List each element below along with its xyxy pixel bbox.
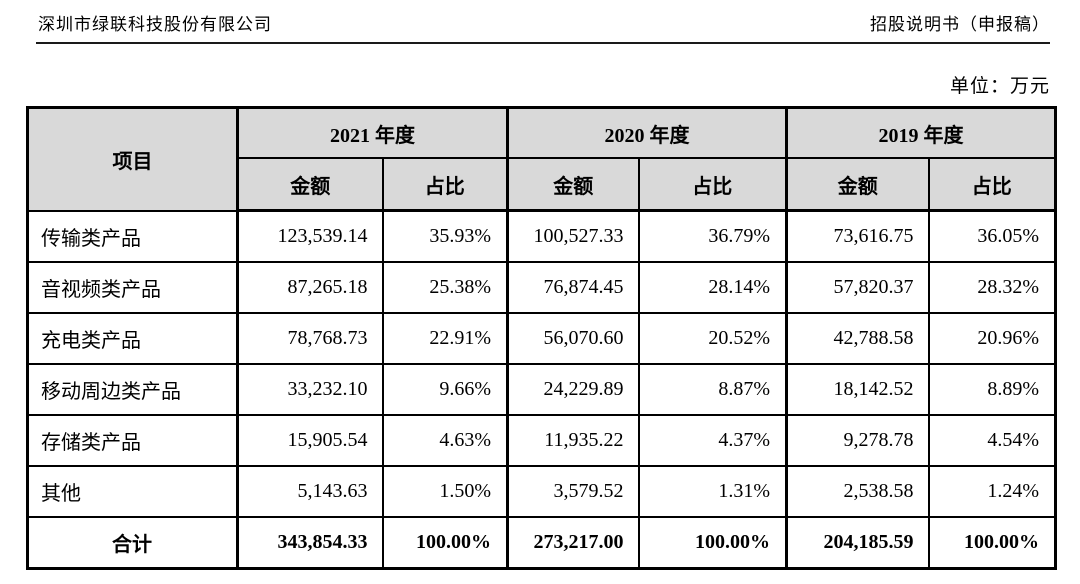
amount-cell: 204,185.59 [785, 516, 930, 570]
ratio-cell: 9.66% [381, 363, 509, 416]
amount-cell: 24,229.89 [506, 363, 640, 416]
amount-cell: 273,217.00 [506, 516, 640, 570]
amount-header-2020: 金额 [506, 157, 640, 212]
table-row: 移动周边类产品 33,232.10 9.66% 24,229.89 8.87% … [26, 363, 1057, 416]
ratio-header-2019: 占比 [927, 157, 1057, 212]
ratio-cell: 20.96% [927, 312, 1057, 365]
table-year-header-row: 项目 2021 年度 2020 年度 2019 年度 [26, 106, 1057, 212]
amount-cell: 15,905.54 [236, 414, 384, 467]
item-cell: 其他 [26, 465, 239, 518]
ratio-cell: 1.50% [381, 465, 509, 518]
amount-header-2019: 金额 [785, 157, 930, 212]
item-cell: 充电类产品 [26, 312, 239, 365]
ratio-header-2021: 占比 [381, 157, 509, 212]
ratio-cell: 100.00% [381, 516, 509, 570]
ratio-cell: 35.93% [381, 209, 509, 263]
ratio-cell: 28.32% [927, 261, 1057, 314]
amount-cell: 100,527.33 [506, 209, 640, 263]
ratio-cell: 22.91% [381, 312, 509, 365]
amount-cell: 123,539.14 [236, 209, 384, 263]
ratio-cell: 28.14% [637, 261, 788, 314]
amount-cell: 11,935.22 [506, 414, 640, 467]
item-column-header: 项目 [26, 106, 239, 212]
amount-cell: 76,874.45 [506, 261, 640, 314]
item-cell: 传输类产品 [26, 209, 239, 263]
amount-cell: 5,143.63 [236, 465, 384, 518]
ratio-cell: 100.00% [637, 516, 788, 570]
ratio-header-2020: 占比 [637, 157, 788, 212]
ratio-cell: 25.38% [381, 261, 509, 314]
prospectus-page: 深圳市绿联科技股份有限公司 招股说明书（申报稿） 单位：万元 项目 2021 年… [0, 0, 1080, 570]
amount-cell: 56,070.60 [506, 312, 640, 365]
ratio-cell: 1.31% [637, 465, 788, 518]
amount-cell: 57,820.37 [785, 261, 930, 314]
ratio-cell: 36.79% [637, 209, 788, 263]
ratio-cell: 4.37% [637, 414, 788, 467]
amount-cell: 2,538.58 [785, 465, 930, 518]
table-row: 音视频类产品 87,265.18 25.38% 76,874.45 28.14%… [26, 261, 1057, 314]
year-2020-header: 2020 年度 [506, 106, 788, 159]
ratio-cell: 4.63% [381, 414, 509, 467]
company-name: 深圳市绿联科技股份有限公司 [38, 15, 272, 34]
table-total-row: 合计 343,854.33 100.00% 273,217.00 100.00%… [26, 516, 1057, 570]
ratio-cell: 1.24% [927, 465, 1057, 518]
amount-cell: 87,265.18 [236, 261, 384, 314]
ratio-cell: 8.87% [637, 363, 788, 416]
doc-header: 深圳市绿联科技股份有限公司 招股说明书（申报稿） [0, 0, 1080, 35]
amount-cell: 343,854.33 [236, 516, 384, 570]
year-2019-header: 2019 年度 [785, 106, 1057, 159]
ratio-cell: 8.89% [927, 363, 1057, 416]
table-row: 充电类产品 78,768.73 22.91% 56,070.60 20.52% … [26, 312, 1057, 365]
item-cell: 存储类产品 [26, 414, 239, 467]
table-row: 其他 5,143.63 1.50% 3,579.52 1.31% 2,538.5… [26, 465, 1057, 518]
table-row: 存储类产品 15,905.54 4.63% 11,935.22 4.37% 9,… [26, 414, 1057, 467]
amount-cell: 78,768.73 [236, 312, 384, 365]
amount-header-2021: 金额 [236, 157, 384, 212]
year-2021-header: 2021 年度 [236, 106, 509, 159]
amount-cell: 73,616.75 [785, 209, 930, 263]
amount-cell: 3,579.52 [506, 465, 640, 518]
amount-cell: 18,142.52 [785, 363, 930, 416]
ratio-cell: 36.05% [927, 209, 1057, 263]
ratio-cell: 4.54% [927, 414, 1057, 467]
unit-note: 单位：万元 [949, 76, 1050, 97]
table-row: 传输类产品 123,539.14 35.93% 100,527.33 36.79… [26, 209, 1057, 263]
amount-cell: 42,788.58 [785, 312, 930, 365]
item-cell: 移动周边类产品 [26, 363, 239, 416]
total-label-cell: 合计 [26, 516, 239, 570]
ratio-cell: 20.52% [637, 312, 788, 365]
table-sub-header-row: 金额 占比 金额 占比 金额 占比 [28, 157, 1057, 212]
ratio-cell: 100.00% [927, 516, 1057, 570]
amount-cell: 9,278.78 [785, 414, 930, 467]
item-cell: 音视频类产品 [26, 261, 239, 314]
amount-cell: 33,232.10 [236, 363, 384, 416]
doc-title: 招股说明书（申报稿） [870, 15, 1050, 34]
revenue-by-product-table: 项目 2021 年度 2020 年度 2019 年度 金额 占比 金额 占比 金… [26, 106, 1057, 570]
header-rule [36, 42, 1050, 44]
